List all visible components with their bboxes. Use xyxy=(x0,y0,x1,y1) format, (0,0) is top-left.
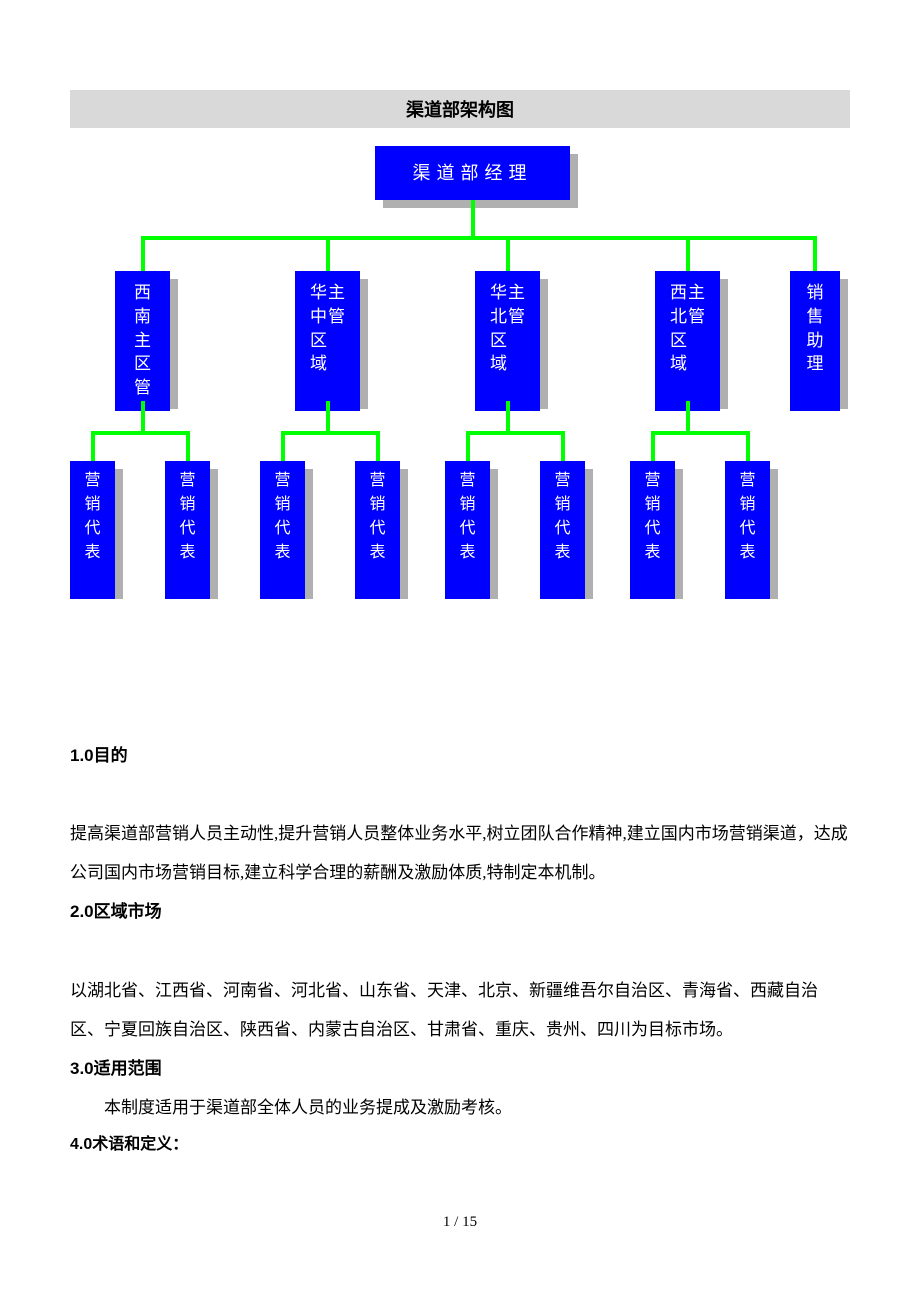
node-leaf-4: 营销代表 xyxy=(445,461,490,599)
section-para-2: 以湖北省、江西省、河南省、河北省、山东省、天津、北京、新疆维吾尔自治区、青海省、… xyxy=(70,971,850,1049)
document-page: 渠道部架构图 渠道部经理西南主区管华中区域主管华北区域主管西北区域主管销售助理营… xyxy=(0,0,920,1271)
node-mid-4: 销售助理 xyxy=(790,271,840,411)
document-body: 1.0目的 提高渠道部营销人员主动性,提升营销人员整体业务水平,树立团队合作精神… xyxy=(70,736,850,1164)
node-leaf-7: 营销代表 xyxy=(725,461,770,599)
node-mid-0: 西南主区管 xyxy=(115,271,170,411)
section-para-3: 本制度适用于渠道部全体人员的业务提成及激励考核。 xyxy=(70,1088,850,1127)
node-leaf-3: 营销代表 xyxy=(355,461,400,599)
node-leaf-0: 营销代表 xyxy=(70,461,115,599)
section-heading-2: 2.0区域市场 xyxy=(70,892,850,931)
node-leaf-2: 营销代表 xyxy=(260,461,305,599)
org-chart: 渠道部经理西南主区管华中区域主管华北区域主管西北区域主管销售助理营销代表营销代表… xyxy=(70,136,850,706)
node-mid-1: 华中区域主管 xyxy=(295,271,360,411)
node-leaf-1: 营销代表 xyxy=(165,461,210,599)
node-mid-3: 西北区域主管 xyxy=(655,271,720,411)
section-heading-4: 4.0术语和定义： xyxy=(70,1127,850,1164)
node-root: 渠道部经理 xyxy=(375,146,570,200)
node-mid-2: 华北区域主管 xyxy=(475,271,540,411)
chart-title: 渠道部架构图 xyxy=(70,90,850,128)
section-para-1: 提高渠道部营销人员主动性,提升营销人员整体业务水平,树立团队合作精神,建立国内市… xyxy=(70,814,850,892)
section-heading-1: 1.0目的 xyxy=(70,736,850,775)
node-leaf-6: 营销代表 xyxy=(630,461,675,599)
node-leaf-5: 营销代表 xyxy=(540,461,585,599)
page-number: 1 / 15 xyxy=(70,1214,850,1231)
section-heading-3: 3.0适用范围 xyxy=(70,1049,850,1088)
